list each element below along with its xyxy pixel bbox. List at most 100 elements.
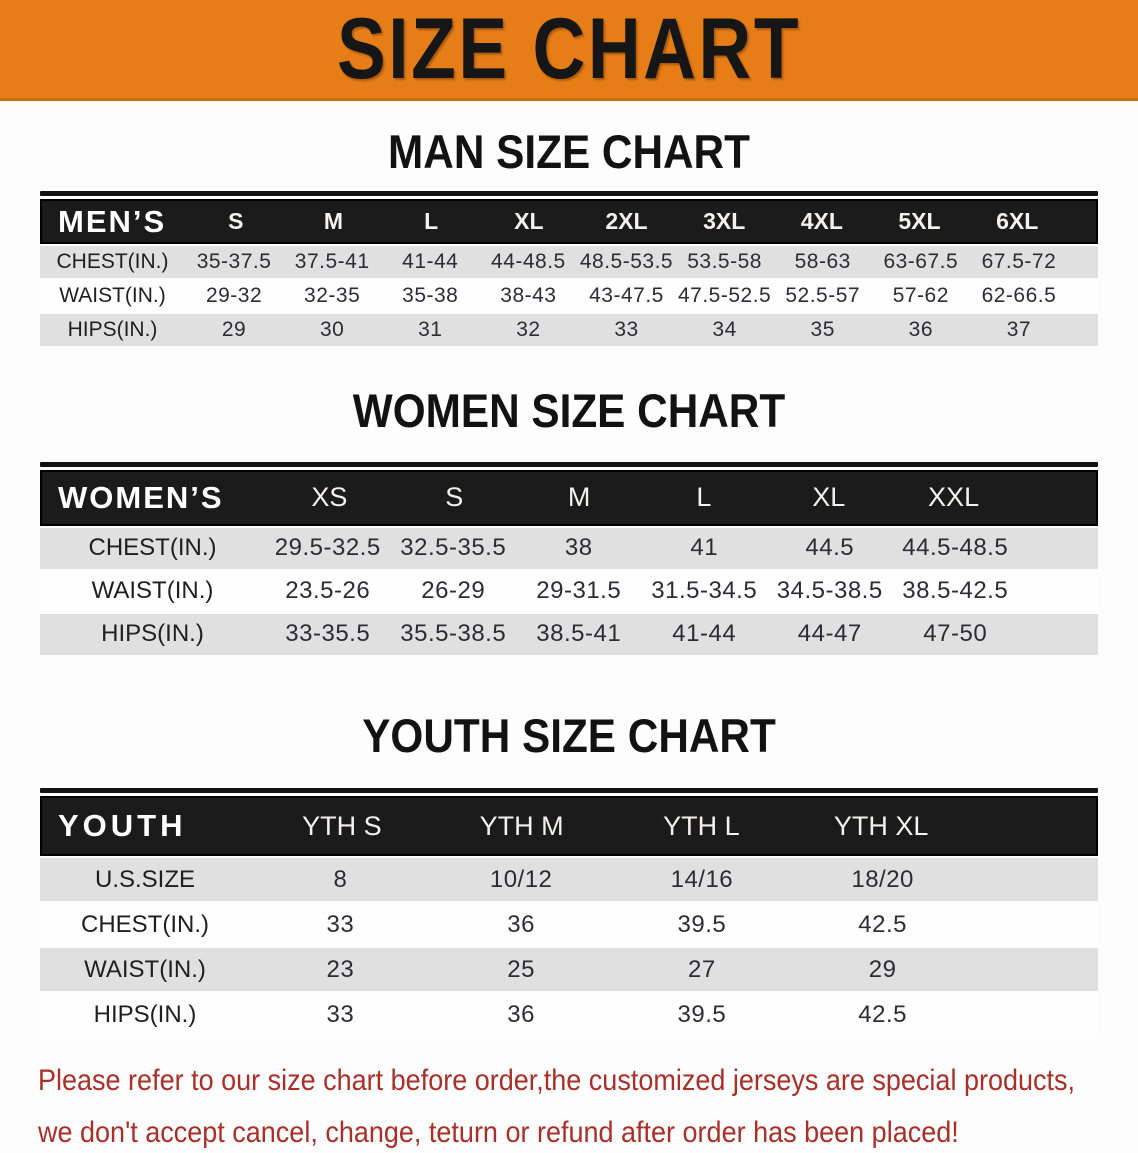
men-chest-in-xl: 44-48.5: [491, 250, 566, 274]
men-chest-in-m: 37.5-41: [294, 250, 370, 274]
youth-waist-in-yth-l: 27: [688, 955, 716, 983]
youth-waist-in-yth-m: 25: [507, 955, 535, 983]
women-size-col-l: L: [696, 482, 712, 513]
men-chest-in-5xl: 63-67.5: [883, 250, 959, 274]
youth-u-s-size-yth-l: 14/16: [670, 865, 734, 893]
women-row-label-hips-in: HIPS(IN.): [101, 620, 204, 648]
men-hips-in-3xl: 34: [712, 318, 737, 342]
women-row-waist-in: WAIST(IN.) 23.5-26 26-29 29-31.5 31.5-34.5 34…: [40, 570, 1098, 612]
men-hips-in-5xl: 36: [908, 318, 933, 342]
youth-u-s-size-yth-m: 10/12: [489, 865, 553, 893]
content: MAN SIZE CHART MEN’S S M L XL 2XL 3XL 4XL 5XL 6XL…: [0, 127, 1138, 1153]
men-chest-in-s: 35-37.5: [196, 250, 272, 274]
notice-line-1: Please refer to our size chart before or…: [38, 1064, 1076, 1098]
women-row-chest-in: CHEST(IN.) 29.5-32.5 32.5-35.5 38 41 44.5 44.5…: [40, 527, 1098, 569]
women-size-table: WOMEN’S XS S M L XL XXL CHEST(IN.) 29.5-32.5 32.5…: [40, 461, 1098, 655]
men-size-col-3xl: 3XL: [703, 208, 746, 235]
men-size-col-6xl: 6XL: [996, 208, 1039, 235]
men-chest-in-3xl: 53.5-58: [687, 250, 762, 274]
youth-row-hips-in: HIPS(IN.) 33 36 39.5 42.5: [40, 993, 1098, 1037]
women-waist-in-m: 29-31.5: [536, 577, 622, 605]
men-hips-in-4xl: 35: [810, 318, 835, 342]
men-section-heading: MAN SIZE CHART: [388, 125, 750, 178]
men-row-label-waist-in: WAIST(IN.): [59, 284, 166, 308]
men-row-label-chest-in: CHEST(IN.): [56, 250, 169, 274]
men-row-label-hips-in: HIPS(IN.): [67, 318, 158, 342]
youth-row-chest-in: CHEST(IN.) 33 36 39.5 42.5: [40, 903, 1098, 947]
notice-line-2: we don't accept cancel, change, teturn o…: [38, 1116, 959, 1150]
women-waist-in-xs: 23.5-26: [285, 577, 371, 605]
youth-table-top-border: [40, 788, 1098, 794]
men-size-col-m: M: [323, 208, 344, 235]
men-chest-in-2xl: 48.5-53.5: [579, 250, 674, 274]
men-hips-in-xl: 32: [516, 318, 541, 342]
women-chest-in-l: 41: [690, 534, 719, 562]
women-size-col-m: M: [567, 482, 591, 513]
men-row-hips-in: HIPS(IN.) 29 30 31 32 33 34 35 36 37: [40, 314, 1098, 347]
men-header-label: MEN’S: [58, 203, 167, 239]
women-hips-in-m: 38.5-41: [536, 620, 622, 648]
youth-size-col-yth-xl: YTH XL: [833, 810, 929, 841]
men-size-col-l: L: [424, 208, 439, 235]
women-chest-in-m: 38: [564, 534, 593, 562]
youth-hips-in-yth-xl: 42.5: [858, 1000, 907, 1028]
women-size-col-s: S: [445, 482, 464, 513]
youth-chest-in-yth-xl: 42.5: [858, 910, 907, 938]
women-waist-in-l: 31.5-34.5: [651, 577, 758, 605]
youth-chest-in-yth-m: 36: [507, 910, 535, 938]
women-header-label: WOMEN’S: [58, 479, 224, 515]
youth-table-header: YOUTH YTH S YTH M YTH L YTH XL: [40, 796, 1098, 857]
men-hips-in-l: 31: [418, 318, 443, 342]
women-table-top-border: [40, 461, 1098, 467]
men-chest-in-l: 41-44: [402, 250, 459, 274]
men-waist-in-5xl: 57-62: [892, 284, 949, 308]
men-size-col-4xl: 4XL: [800, 208, 843, 235]
men-waist-in-4xl: 52.5-57: [785, 284, 861, 308]
women-chest-in-xxl: 44.5-48.5: [902, 534, 1009, 562]
men-size-table: MEN’S S M L XL 2XL 3XL 4XL 5XL 6XL CHEST(IN.) 35-37…: [40, 191, 1098, 347]
women-hips-in-xs: 33-35.5: [285, 620, 371, 648]
youth-hips-in-yth-m: 36: [507, 1000, 535, 1028]
men-size-col-5xl: 5XL: [898, 208, 941, 235]
men-waist-in-2xl: 43-47.5: [589, 284, 664, 308]
men-size-col-s: S: [228, 208, 244, 235]
youth-chest-in-yth-s: 33: [326, 910, 355, 938]
men-waist-in-3xl: 47.5-52.5: [677, 284, 772, 308]
order-notice: Please refer to our size chart before or…: [38, 1062, 1128, 1153]
youth-u-s-size-yth-xl: 18/20: [851, 865, 914, 893]
men-waist-in-l: 35-38: [402, 284, 459, 308]
youth-size-col-yth-l: YTH L: [663, 810, 740, 841]
youth-row-label-chest-in: CHEST(IN.): [81, 910, 209, 938]
women-table-header: WOMEN’S XS S M L XL XXL: [40, 469, 1098, 526]
youth-row-waist-in: WAIST(IN.) 23 25 27 29: [40, 948, 1098, 992]
women-hips-in-xl: 44-47: [797, 620, 862, 648]
men-waist-in-xl: 38-43: [500, 284, 557, 308]
youth-u-s-size-yth-s: 8: [333, 865, 348, 893]
youth-chest-in-yth-l: 39.5: [677, 910, 727, 938]
youth-row-label-u-s-size: U.S.SIZE: [94, 865, 196, 893]
women-chest-in-xs: 29.5-32.5: [274, 534, 381, 562]
youth-hips-in-yth-s: 33: [326, 1000, 355, 1028]
men-chest-in-6xl: 67.5-72: [981, 250, 1057, 274]
youth-size-table: YOUTH YTH S YTH M YTH L YTH XL U.S.SIZE 8 10/12…: [40, 788, 1098, 1037]
women-row-label-chest-in: CHEST(IN.): [88, 534, 217, 562]
youth-waist-in-yth-s: 23: [326, 955, 355, 983]
men-hips-in-2xl: 33: [614, 318, 639, 342]
men-table-top-border: [40, 191, 1098, 197]
men-row-chest-in: CHEST(IN.) 35-37.5 37.5-41 41-44 44-48.5 48.5…: [40, 246, 1098, 279]
men-waist-in-m: 32-35: [304, 284, 361, 308]
men-table-header: MEN’S S M L XL 2XL 3XL 4XL 5XL 6XL: [40, 199, 1098, 245]
women-section-heading: WOMEN SIZE CHART: [352, 384, 786, 438]
men-size-col-xl: XL: [514, 208, 544, 235]
women-waist-in-xxl: 38.5-42.5: [902, 577, 1009, 605]
women-hips-in-l: 41-44: [672, 620, 737, 648]
women-row-label-waist-in: WAIST(IN.): [91, 577, 214, 605]
youth-size-col-yth-m: YTH M: [479, 810, 564, 841]
youth-row-u-s-size: U.S.SIZE 8 10/12 14/16 18/20: [40, 858, 1098, 902]
men-chest-in-4xl: 58-63: [794, 250, 851, 274]
women-size-col-xl: XL: [812, 482, 846, 513]
banner-title: SIZE CHART: [336, 1, 802, 97]
men-hips-in-m: 30: [319, 318, 345, 342]
youth-hips-in-yth-l: 39.5: [677, 1000, 727, 1028]
women-waist-in-xl: 34.5-38.5: [776, 577, 883, 605]
